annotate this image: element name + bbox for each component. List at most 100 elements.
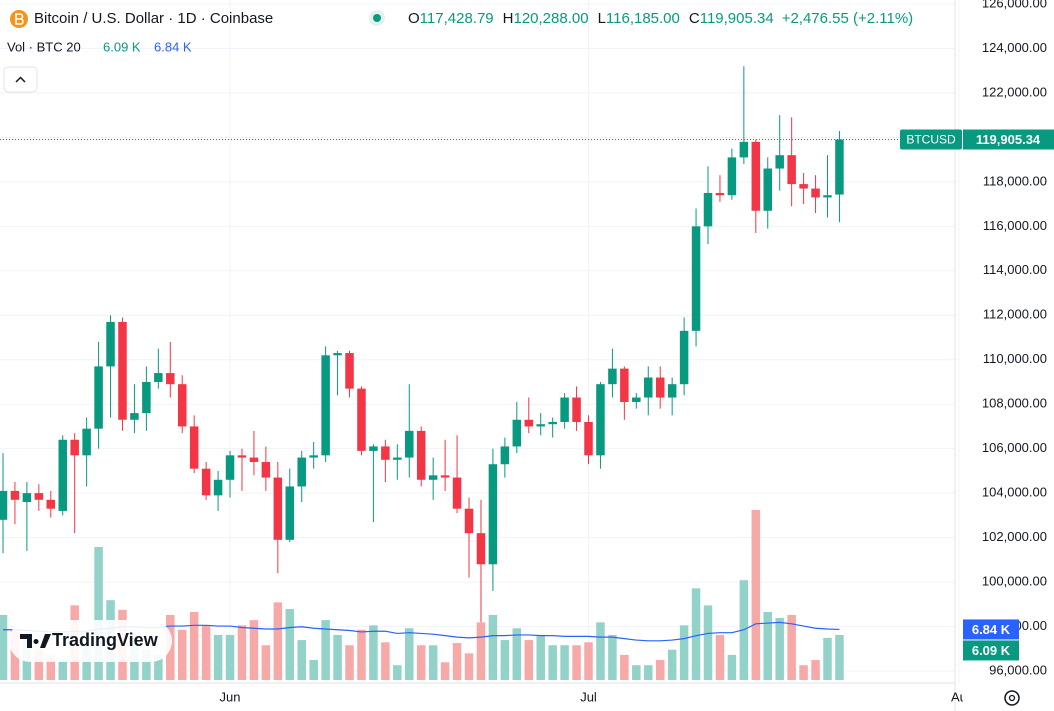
candle-body	[261, 462, 271, 478]
last-price-box	[963, 129, 1054, 150]
candle-body	[811, 188, 820, 198]
ohlc-value: 119,905.34	[700, 10, 774, 27]
x-tick-label: Jul	[580, 689, 597, 704]
volume-box	[963, 640, 1019, 661]
volume-bar	[500, 640, 510, 680]
candle-body	[572, 397, 581, 422]
volume-ma-value: 6.84 K	[154, 39, 192, 54]
volume-bar	[811, 660, 820, 680]
volume-bar	[225, 634, 235, 680]
candle-body	[142, 381, 151, 414]
candle-body	[357, 388, 366, 451]
logo-mark	[20, 634, 51, 648]
volume-bar	[58, 660, 67, 680]
candle-body	[70, 439, 79, 456]
candle-body	[189, 426, 199, 469]
candle-body	[393, 457, 402, 460]
candle-body	[596, 384, 605, 456]
volume-bar	[691, 588, 701, 680]
candle-body	[369, 446, 378, 451]
y-tick-label: 112,000.00	[983, 307, 1047, 322]
volume-bar	[177, 629, 187, 680]
candle-body	[560, 397, 569, 422]
candle-body	[691, 226, 701, 331]
collapse-button[interactable]	[3, 66, 38, 93]
candle-body	[118, 321, 127, 420]
x-ticks: Jun Jul Au	[220, 689, 967, 704]
candle-body	[751, 141, 761, 211]
candle-body	[285, 486, 295, 540]
volume-bar	[416, 645, 426, 680]
candle-body	[0, 490, 8, 520]
symbol-tag: BTCUSD	[906, 133, 956, 147]
candle-body	[321, 355, 330, 456]
candle-body	[345, 353, 354, 389]
volume-bar	[703, 605, 713, 680]
candle-body	[775, 155, 784, 169]
volume-bar	[297, 640, 306, 680]
candle-body	[763, 168, 773, 211]
candle-body	[177, 384, 187, 427]
last-price-label: 119,905.34	[976, 132, 1041, 147]
volume-bar	[775, 617, 784, 680]
symbol-title: Bitcoin / U.S. Dollar · 1D · Coinbase	[34, 10, 273, 27]
y-tick-label: 116,000.00	[983, 218, 1047, 233]
candle-body	[416, 430, 426, 480]
candle-body	[644, 377, 653, 398]
volume-bar	[345, 645, 354, 680]
y-tick-label: 96,000.00	[989, 662, 1047, 677]
volume-bar	[249, 620, 259, 680]
candle-body	[835, 139, 844, 195]
y-tick-label: 126,000.00	[982, 0, 1047, 10]
axes: 96,000.0098,000.00100,000.00102,000.0010…	[220, 0, 1047, 704]
volume-bar	[644, 665, 653, 680]
x-tick-label: Au	[951, 689, 967, 704]
volume-bar	[655, 660, 665, 680]
candle-body	[703, 192, 713, 227]
volume-bar	[333, 634, 342, 680]
collapse-icon	[15, 76, 26, 83]
candle-body	[309, 455, 318, 458]
candle-body	[823, 195, 832, 198]
settings-button[interactable]	[1004, 690, 1020, 706]
grid	[0, 0, 960, 683]
y-tick-label: 100,000.00	[982, 574, 1047, 589]
volume-bar	[608, 634, 617, 680]
y-tick-label: 122,000.00	[982, 84, 1047, 99]
settings-icon	[1004, 690, 1020, 706]
candle-body	[213, 479, 223, 496]
candle-body	[632, 397, 641, 402]
volume-bar	[201, 625, 211, 680]
volume-bar	[94, 546, 103, 680]
candle-body	[333, 353, 342, 356]
logo-background	[9, 620, 172, 662]
candle-body	[620, 368, 629, 402]
candle-body	[608, 368, 617, 385]
y-tick-label: 108,000.00	[982, 396, 1047, 411]
volume-bar	[464, 653, 474, 680]
ohlc-value: 117,428.79	[420, 10, 494, 27]
volume-bar	[213, 634, 223, 680]
volume-bar	[524, 640, 534, 680]
volume-bar	[321, 620, 330, 680]
volume-bar	[285, 609, 295, 680]
volume-bar	[452, 643, 462, 680]
volume-bar	[620, 654, 629, 680]
candle-body	[381, 446, 390, 460]
candle-body	[655, 377, 665, 398]
volume-bar	[787, 614, 796, 680]
candle-body	[799, 184, 808, 189]
volume-bar	[715, 634, 725, 680]
legend-header: Bitcoin / U.S. Dollar · 1D · Coinbase O1…	[3, 10, 913, 93]
volume-bar	[261, 645, 271, 680]
y-tick-label: 102,000.00	[982, 529, 1047, 544]
volume-bar	[34, 649, 44, 680]
ohlc-label: O	[408, 10, 420, 27]
candle-body	[584, 421, 593, 456]
volume-bar	[381, 642, 390, 680]
volume-title: Vol · BTC 20	[7, 39, 81, 54]
candle-body	[237, 455, 247, 458]
x-tick-label: Jun	[220, 689, 241, 704]
candle-body	[225, 455, 235, 480]
